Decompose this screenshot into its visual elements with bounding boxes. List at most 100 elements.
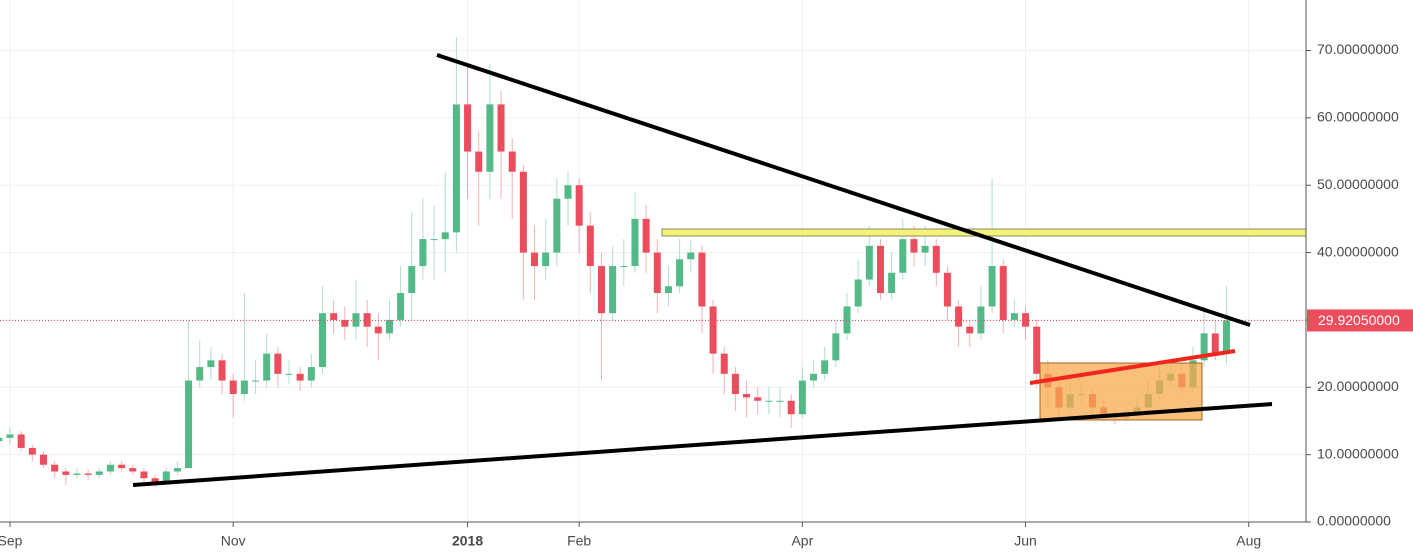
- breakout-line: [1029, 349, 1236, 385]
- candle-body: [698, 252, 706, 307]
- candle-body: [1200, 333, 1208, 361]
- candle-body: [776, 400, 784, 402]
- y-tick-label: 20.00000000: [1317, 378, 1399, 394]
- candle-body: [597, 266, 605, 314]
- candle-body: [106, 464, 114, 472]
- candle-body: [888, 272, 896, 293]
- candle-body: [1022, 313, 1030, 327]
- candle-body: [955, 306, 963, 327]
- y-tick-label: 10.00000000: [1317, 445, 1399, 461]
- x-tick-label: Jun: [1014, 533, 1037, 549]
- candle-body: [720, 353, 728, 374]
- candle-body: [899, 239, 907, 273]
- candle-body: [832, 333, 840, 361]
- y-tick-label: 40.00000000: [1317, 243, 1399, 259]
- candle-body: [821, 360, 829, 374]
- x-tick-label: Feb: [567, 533, 591, 549]
- candle-body: [419, 239, 427, 267]
- x-tick-label: Sep: [0, 533, 23, 549]
- candle-body: [609, 266, 617, 314]
- candle-body: [229, 380, 237, 395]
- y-tick-label: 70.00000000: [1317, 41, 1399, 57]
- candle-body: [263, 353, 271, 381]
- candle-body: [497, 104, 505, 152]
- x-tick-label: 2018: [452, 533, 483, 549]
- candle-body: [676, 259, 684, 287]
- candle-body: [39, 454, 47, 465]
- candle-body: [464, 104, 472, 152]
- candle-body: [966, 326, 974, 334]
- candle-body: [876, 245, 884, 293]
- x-tick-label: Apr: [791, 533, 813, 549]
- candle-body: [1010, 313, 1018, 320]
- candle-body: [240, 380, 248, 395]
- candle-body: [631, 218, 639, 267]
- candle-body: [162, 471, 170, 482]
- candle-body: [73, 473, 81, 475]
- candle-body: [17, 434, 25, 448]
- candle-body: [810, 373, 818, 381]
- candle-body: [430, 239, 438, 241]
- candle-body: [910, 239, 918, 253]
- candle-body: [921, 245, 929, 253]
- candle-body: [285, 373, 293, 375]
- candle-body: [408, 266, 416, 293]
- candle-body: [252, 380, 260, 382]
- candle-body: [129, 468, 137, 472]
- candle-body: [508, 151, 516, 172]
- candle-body: [95, 471, 103, 475]
- candle-body: [218, 360, 226, 381]
- candle-body: [865, 245, 873, 280]
- candle-body: [999, 266, 1007, 320]
- candle-body: [988, 266, 996, 307]
- candle-body: [374, 326, 382, 334]
- last-price-box: [1307, 309, 1413, 332]
- candle-body: [709, 306, 717, 354]
- candle-body: [798, 380, 806, 415]
- candle-body: [363, 313, 371, 327]
- candle-body: [318, 313, 326, 368]
- candle-body: [1211, 333, 1219, 354]
- y-tick-label: 60.00000000: [1317, 109, 1399, 125]
- candle-body: [118, 464, 126, 469]
- candle-body: [977, 306, 985, 334]
- candle-body: [519, 171, 527, 253]
- candle-body: [664, 286, 672, 293]
- drawings: [132, 53, 1307, 487]
- candle-body: [352, 313, 360, 327]
- candle-body: [441, 232, 449, 240]
- candle-body: [196, 367, 204, 381]
- candle-body: [754, 397, 762, 401]
- candle-body: [475, 151, 483, 172]
- candle-body: [787, 400, 795, 415]
- candle-body: [731, 373, 739, 395]
- candle-body: [274, 353, 282, 374]
- candle-body: [1222, 320, 1230, 354]
- candle-body: [330, 313, 338, 320]
- candle-body: [553, 198, 561, 253]
- candle-body: [62, 471, 70, 475]
- candle-body: [51, 464, 59, 472]
- candle-body: [542, 252, 550, 267]
- down-trendline: [436, 53, 1251, 327]
- candle-body: [173, 468, 181, 472]
- candle-body: [642, 218, 650, 253]
- candle-body: [140, 471, 148, 479]
- candle-body: [452, 104, 460, 233]
- candle-body: [932, 245, 940, 273]
- up-trendline: [132, 402, 1273, 487]
- candle-body: [307, 367, 315, 381]
- candle-body: [575, 185, 583, 226]
- candle-body: [84, 473, 92, 475]
- candle-body: [687, 252, 695, 260]
- candle-body: [620, 266, 628, 268]
- candle-body: [653, 252, 661, 293]
- grid: [0, 0, 1306, 523]
- x-tick-label: Nov: [221, 533, 246, 549]
- candle-body: [185, 380, 193, 469]
- candle-body: [743, 394, 751, 398]
- candle-body: [765, 400, 773, 402]
